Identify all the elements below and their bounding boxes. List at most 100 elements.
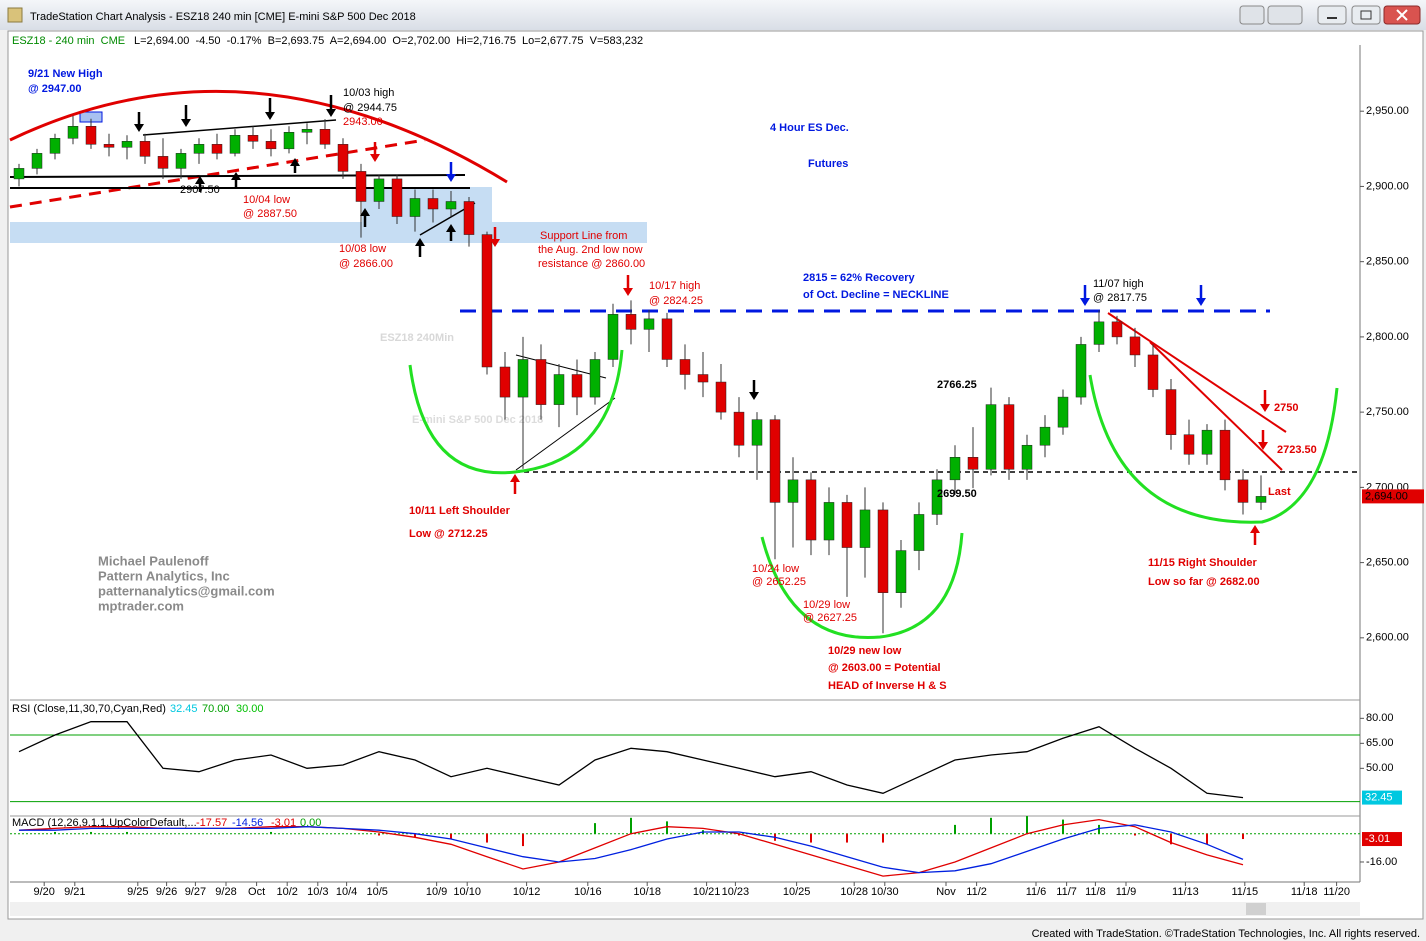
annotation: 2750 xyxy=(1274,402,1298,414)
arrow-head xyxy=(231,172,241,180)
candle-body xyxy=(247,135,259,142)
scrollbar-thumb[interactable] xyxy=(1246,903,1266,915)
candle-body xyxy=(697,374,709,383)
annotation: Pattern Analytics, Inc xyxy=(98,568,230,583)
histogram-bar xyxy=(666,821,668,834)
last-value-box xyxy=(1362,832,1402,847)
window-title: TradeStation Chart Analysis - ESZ18 240 … xyxy=(30,11,416,23)
annotation: Low so far @ 2682.00 xyxy=(1148,576,1260,588)
watermark: E-mini S&P 500 Dec 2018 xyxy=(412,414,543,426)
indicator-line xyxy=(18,721,1244,799)
annotation: Michael Paulenoff xyxy=(98,553,209,568)
annotation: @ 2603.00 = Potential xyxy=(828,662,941,674)
candle-body xyxy=(841,502,853,548)
y-tick-label: 2,800.00 xyxy=(1366,331,1409,343)
candle-body xyxy=(589,359,601,398)
annotation: Last xyxy=(1268,486,1291,498)
histogram-bar xyxy=(1134,833,1136,836)
annotation: @ 2944.75 xyxy=(343,102,397,114)
x-tick-label: Nov xyxy=(936,886,956,898)
rsi-value: 32.45 xyxy=(170,703,198,715)
y-tick-label: 2,850.00 xyxy=(1366,256,1409,268)
arrow-head xyxy=(181,119,191,127)
last-value-box xyxy=(1362,790,1402,805)
candle-body xyxy=(607,314,619,360)
maximize-icon xyxy=(1360,10,1372,20)
candle-body xyxy=(319,129,331,145)
histogram-bar xyxy=(1098,824,1100,834)
x-tick-label: 11/20 xyxy=(1323,886,1350,898)
histogram-bar xyxy=(1026,816,1028,834)
candle-body xyxy=(1111,321,1123,338)
trend-line xyxy=(142,119,337,136)
candle-body xyxy=(625,314,637,330)
annotation: mptrader.com xyxy=(98,598,184,613)
annotation: 10/08 low xyxy=(339,243,386,255)
x-tick-label: 9/25 xyxy=(127,886,148,898)
rsi-level: 30.00 xyxy=(236,703,264,715)
arrow-head xyxy=(265,112,275,120)
annotation: 10/03 high xyxy=(343,87,394,99)
candle-body xyxy=(1183,434,1195,455)
y-tick-label: -16.00 xyxy=(1366,856,1397,868)
x-tick-label: 10/25 xyxy=(783,886,811,898)
x-tick-label: 11/18 xyxy=(1291,886,1318,898)
histogram-bar xyxy=(738,833,740,836)
candle-body xyxy=(1165,389,1177,435)
last-price-box xyxy=(1362,489,1424,504)
histogram-bar xyxy=(378,833,380,836)
symbol-header: ESZ18 - 240 min CME xyxy=(12,35,125,47)
candle-body xyxy=(769,419,781,503)
candle-body xyxy=(499,366,511,398)
x-tick-label: 10/3 xyxy=(307,886,328,898)
x-tick-label: 10/5 xyxy=(366,886,387,898)
arc xyxy=(9,89,508,184)
candle-body xyxy=(1219,429,1231,481)
candle-body xyxy=(13,168,25,180)
annotation: 10/11 Left Shoulder xyxy=(409,505,511,517)
y-tick-label: 50.00 xyxy=(1366,762,1394,774)
maximize-button[interactable] xyxy=(1351,5,1381,25)
last-value-label: 32.45 xyxy=(1365,791,1393,803)
annotation: 9/21 New High xyxy=(28,68,103,80)
candle-body xyxy=(103,144,115,148)
candle-body xyxy=(31,153,43,169)
annotation: @ 2824.25 xyxy=(649,295,703,307)
arrow-head xyxy=(623,288,633,296)
candle-body xyxy=(859,509,871,548)
histogram-value: -3.01 xyxy=(271,817,296,829)
annotation: Low @ 2712.25 xyxy=(409,528,488,540)
candle-body xyxy=(67,126,79,139)
minimize-button[interactable] xyxy=(1317,5,1347,25)
left-shoulder-arc xyxy=(408,349,624,475)
candle-body xyxy=(553,374,565,405)
annotation: @ 2627.25 xyxy=(803,612,857,624)
y-tick-label: 80.00 xyxy=(1366,712,1394,724)
signal-value: -14.56 xyxy=(232,817,263,829)
x-tick-label: 10/10 xyxy=(453,886,481,898)
candle-body xyxy=(913,514,925,551)
candle-body xyxy=(787,479,799,503)
scrollbar-track[interactable] xyxy=(10,902,1360,916)
zero-value: 0.00 xyxy=(300,817,321,829)
macd-value: -17.57 xyxy=(196,817,227,829)
annotation: @ 2652.25 xyxy=(752,576,806,588)
y-tick-label: 2,950.00 xyxy=(1366,105,1409,117)
histogram-bar xyxy=(594,823,596,834)
x-tick-label: 9/21 xyxy=(64,886,85,898)
candle-body xyxy=(373,178,385,202)
annotation: 10/29 new low xyxy=(828,645,902,657)
candle-body xyxy=(1021,444,1033,470)
annotation: 4 Hour ES Dec. xyxy=(770,122,849,134)
x-tick-label: 10/4 xyxy=(336,886,357,898)
y-tick-label: 2,900.00 xyxy=(1366,180,1409,192)
candle-body xyxy=(337,144,349,172)
annotation: 2943.00 xyxy=(343,116,383,128)
arrow-head xyxy=(446,224,456,232)
resistance-line xyxy=(1107,312,1287,433)
symbol-button[interactable] xyxy=(1239,5,1265,25)
link-button[interactable] xyxy=(1267,5,1303,25)
histogram-bar xyxy=(486,833,488,843)
arrow-head xyxy=(510,474,520,482)
candle-body xyxy=(481,234,493,368)
